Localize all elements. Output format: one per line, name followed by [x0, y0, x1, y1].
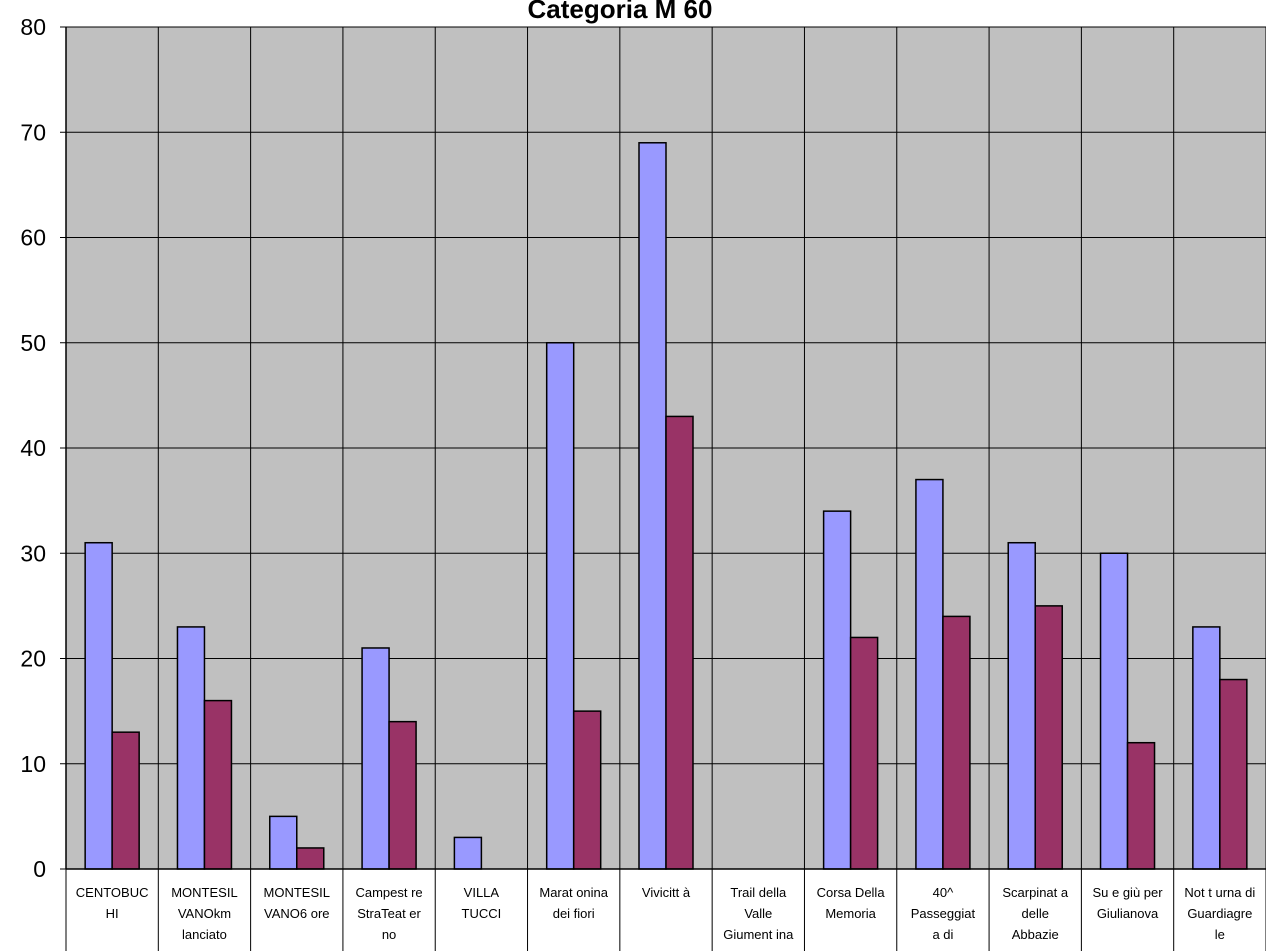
- bar-series-1: [822, 510, 852, 870]
- x-category-label-line: le: [1215, 927, 1225, 942]
- y-tick-label: 20: [20, 646, 46, 672]
- x-category-label-line: Giulianova: [1097, 906, 1159, 921]
- y-tick-label: 70: [20, 119, 46, 145]
- bar-series-2: [1219, 678, 1248, 870]
- x-category-label: Marat onina dei fiori: [539, 885, 608, 921]
- x-category-label-line: Not t urna di: [1184, 885, 1255, 900]
- x-category-label-line: Scarpinat a: [1002, 885, 1069, 900]
- y-tick-label: 60: [20, 225, 46, 251]
- x-category-label: Trail della Valle Giument ina: [723, 885, 794, 942]
- axes: [60, 26, 1266, 870]
- labels: 0 10 20 30 40 50 60 70 80 CENTOBUC HI MONTESIL VANOk…: [20, 14, 1255, 942]
- x-category-label-line: no: [382, 927, 396, 942]
- bar-series-1: [915, 478, 944, 870]
- chart-title: Categoria M 60: [528, 0, 713, 24]
- x-category-label: Su e giù per Giulianova: [1092, 885, 1163, 921]
- x-category-label: MONTESIL VANO6 ore: [264, 885, 330, 921]
- y-tick-label: 80: [20, 14, 46, 40]
- bar-series-1: [269, 815, 298, 870]
- x-category-label-line: Trail della: [730, 885, 787, 900]
- y-tick-label: 0: [33, 856, 46, 882]
- bar-series-2: [1034, 605, 1063, 870]
- bar-series-2: [111, 731, 140, 870]
- y-tick-label: 40: [20, 435, 46, 461]
- bar-series-2: [203, 699, 233, 870]
- x-category-label-line: delle: [1021, 906, 1048, 921]
- x-category-label-line: Marat onina: [539, 885, 608, 900]
- x-category-label-line: 40^: [933, 885, 954, 900]
- bar-series-1: [84, 541, 113, 870]
- x-category-label: Campest re StraTeat er no: [355, 885, 422, 942]
- bar-series-2: [849, 636, 879, 870]
- x-category-label-line: lanciato: [182, 927, 227, 942]
- x-category-label-line: a di: [932, 927, 953, 942]
- x-category-label-line: VANOkm: [178, 906, 231, 921]
- bar-series-1: [1007, 541, 1036, 870]
- x-category-label: Scarpinat a delle Abbazie: [1002, 885, 1069, 942]
- bar-series-2: [665, 415, 694, 870]
- x-category-label: 40^ Passeggiat a di: [911, 885, 976, 942]
- bar-series-2: [296, 847, 325, 870]
- x-category-label-line: MONTESIL: [264, 885, 330, 900]
- x-category-label-line: Su e giù per: [1092, 885, 1163, 900]
- x-category-label-line: Passeggiat: [911, 906, 976, 921]
- bar-series-1: [545, 342, 575, 870]
- bar-series-2: [1126, 741, 1156, 870]
- y-tick-label: 10: [20, 751, 46, 777]
- x-category-label-line: VILLA: [464, 885, 500, 900]
- bar-series-1: [1192, 626, 1221, 870]
- bar-series-1: [638, 142, 667, 870]
- x-category-label-line: Campest re: [355, 885, 422, 900]
- bar-series-2: [388, 720, 417, 870]
- x-category-label-line: StraTeat er: [357, 906, 421, 921]
- x-category-label-line: TUCCI: [462, 906, 502, 921]
- x-category-label-line: Valle: [744, 906, 772, 921]
- x-category-label-line: VANO6 ore: [264, 906, 330, 921]
- y-tick-label: 30: [20, 540, 46, 566]
- x-category-label-line: HI: [106, 906, 119, 921]
- x-category-label-line: Corsa Della: [817, 885, 886, 900]
- bar-series-2: [942, 615, 971, 870]
- bar-series-1: [453, 836, 483, 870]
- x-category-label-line: Memoria: [825, 906, 876, 921]
- x-category-label: MONTESIL VANOkm lanciato: [171, 885, 237, 942]
- x-category-label-line: Guardiagre: [1187, 906, 1252, 921]
- x-category-label-line: MONTESIL: [171, 885, 237, 900]
- x-category-label-line: Giument ina: [723, 927, 794, 942]
- x-category-label: CENTOBUC HI: [76, 885, 149, 921]
- x-category-label: VILLA TUCCI: [462, 885, 502, 921]
- bar-series-1: [361, 647, 390, 870]
- x-category-label: Corsa Della Memoria: [817, 885, 886, 921]
- x-category-label-line: Abbazie: [1012, 927, 1059, 942]
- x-category-label-line: dei fiori: [553, 906, 595, 921]
- bar-series-2: [572, 710, 602, 870]
- x-category-label-line: Vivicitt à: [642, 885, 691, 900]
- bar-series-1: [176, 626, 206, 870]
- x-category-label-line: CENTOBUC: [76, 885, 149, 900]
- x-category-label: Not t urna di Guardiagre le: [1184, 885, 1255, 942]
- x-category-label: Vivicitt à: [642, 885, 691, 900]
- bar-series-1: [1099, 552, 1129, 870]
- y-tick-label: 50: [20, 330, 46, 356]
